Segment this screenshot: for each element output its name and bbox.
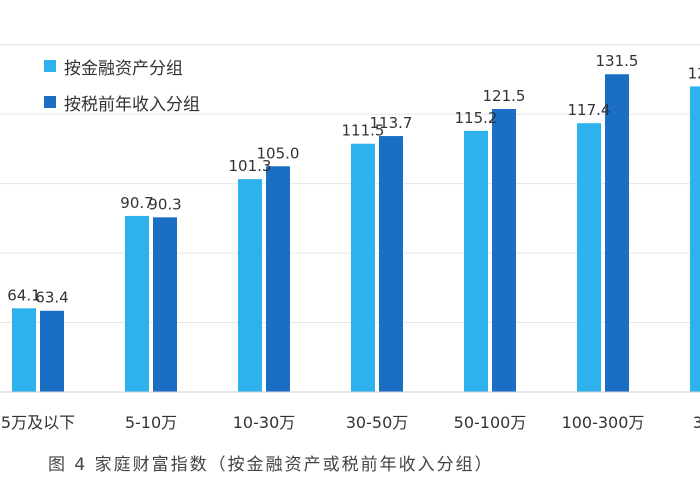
legend-item-pretax-income: 按税前年收入分组 <box>44 84 200 120</box>
data-label: 128 <box>688 64 700 82</box>
bar-pretax-income <box>40 310 64 392</box>
data-label: 113.7 <box>370 114 413 132</box>
category-label: 30-50万 <box>346 413 409 432</box>
bar-financial-assets <box>238 179 262 392</box>
bar-pretax-income <box>492 108 516 393</box>
category-label: 100-300万 <box>562 413 645 432</box>
data-label: 121.5 <box>483 87 526 105</box>
category-label: 50-100万 <box>454 413 527 432</box>
category-labels: 5万及以下 5-10万 10-30万 30-50万 50-100万 100-300万 300… <box>1 413 700 432</box>
category-label: 5万及以下 <box>1 413 75 432</box>
data-label: 105.0 <box>257 144 300 162</box>
bar-pretax-income <box>266 166 290 392</box>
data-label: 131.5 <box>596 52 639 70</box>
data-label: 101.3 <box>229 157 272 175</box>
bar-financial-assets <box>690 86 700 393</box>
data-label: 117.4 <box>568 101 611 119</box>
bar-pretax-income <box>153 217 177 392</box>
category-label: 10-30万 <box>233 413 296 432</box>
bar-pretax-income <box>605 74 629 392</box>
category-label: 300万 <box>693 413 700 432</box>
data-label: 90.3 <box>148 195 181 213</box>
legend-label-pretax-income: 按税前年收入分组 <box>64 94 200 115</box>
data-label: 64.1 <box>7 286 40 304</box>
figure-caption: 图 4 家庭财富指数（按金融资产或税前年收入分组） <box>48 455 494 475</box>
category-label: 5-10万 <box>125 413 177 432</box>
bar-financial-assets <box>12 308 36 392</box>
legend-item-financial-assets: 按金融资产分组 <box>44 48 200 84</box>
data-label: 111.5 <box>342 122 385 140</box>
legend-swatch-financial-assets <box>44 60 56 72</box>
legend-swatch-pretax-income <box>44 96 56 108</box>
data-label: 63.4 <box>35 289 68 307</box>
bars <box>12 74 700 393</box>
bar-financial-assets <box>464 130 488 393</box>
legend-label-financial-assets: 按金融资产分组 <box>64 58 183 79</box>
bar-financial-assets <box>577 123 601 392</box>
bar-financial-assets <box>125 215 149 392</box>
data-label: 115.2 <box>455 109 498 127</box>
legend: 按金融资产分组 按税前年收入分组 <box>44 48 200 120</box>
bar-financial-assets <box>351 143 375 392</box>
bar-pretax-income <box>379 136 403 392</box>
data-label: 90.7 <box>120 194 153 212</box>
